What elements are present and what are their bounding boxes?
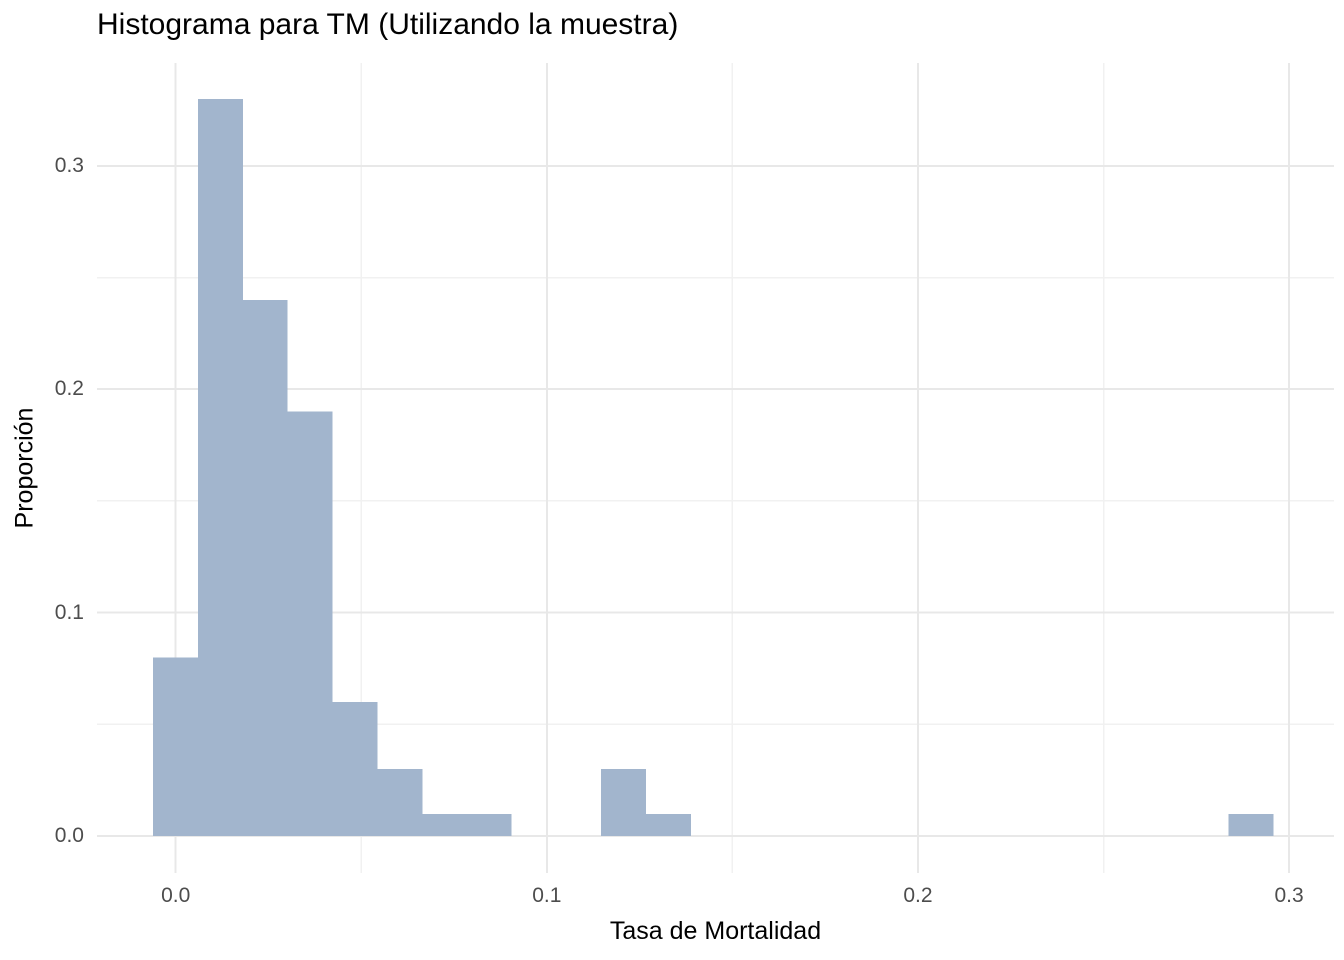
histogram-bar bbox=[601, 769, 647, 837]
histogram-bar bbox=[153, 657, 199, 837]
x-tick-label: 0.1 bbox=[532, 884, 562, 907]
chart-title: Histograma para TM (Utilizando la muestr… bbox=[97, 8, 679, 41]
histogram-bar bbox=[198, 98, 244, 837]
x-axis-title: Tasa de Mortalidad bbox=[609, 917, 822, 945]
histogram-bar bbox=[421, 813, 467, 837]
histogram-bar bbox=[287, 411, 333, 837]
histogram-bar bbox=[1228, 813, 1274, 837]
histogram-bar bbox=[466, 813, 512, 837]
x-tick-label: 0.2 bbox=[903, 884, 933, 907]
y-axis-title: Proporción bbox=[10, 407, 39, 529]
histogram-bar bbox=[377, 769, 423, 837]
x-tick-label: 0.0 bbox=[161, 884, 191, 907]
y-tick-label: 0.3 bbox=[54, 153, 84, 177]
histogram-bar bbox=[332, 702, 378, 837]
y-tick-label: 0.2 bbox=[54, 377, 84, 401]
histogram-bar bbox=[646, 813, 692, 837]
y-tick-label: 0.1 bbox=[54, 600, 84, 624]
histogram-bar bbox=[242, 299, 288, 837]
x-tick-label: 0.3 bbox=[1274, 884, 1304, 907]
y-tick-label: 0.0 bbox=[54, 824, 84, 848]
